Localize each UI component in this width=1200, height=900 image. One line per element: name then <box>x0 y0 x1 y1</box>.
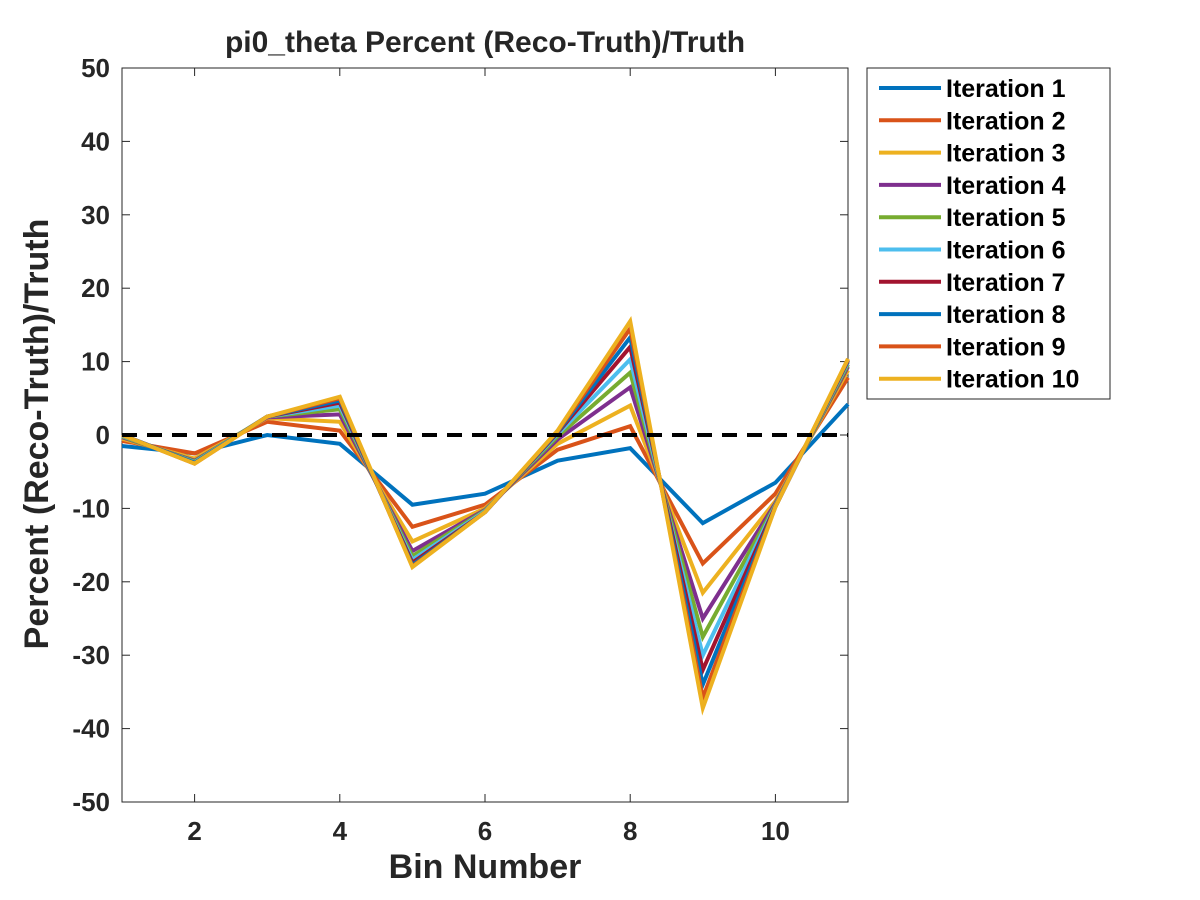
legend-label: Iteration 6 <box>946 237 1065 265</box>
plot-area: -50 -40 -30 -20 -10 0 10 20 30 40 50 2 4 6 8 10 <box>72 53 850 846</box>
y-tick-label: 40 <box>81 126 110 156</box>
x-tick-label: 10 <box>761 816 790 846</box>
y-tick-label: -10 <box>72 493 110 523</box>
legend-label: Iteration 9 <box>946 333 1065 361</box>
y-tick-label: 30 <box>81 200 110 230</box>
legend-label: Iteration 1 <box>946 75 1066 103</box>
y-tick-label: -50 <box>72 787 110 817</box>
y-tick-label: 50 <box>81 53 110 83</box>
legend-label: Iteration 2 <box>946 107 1065 135</box>
legend: Iteration 1 Iteration 2 Iteration 3 Iterati… <box>866 67 1111 400</box>
x-tick-label: 8 <box>623 816 637 846</box>
y-tick-label: -30 <box>72 640 110 670</box>
legend-label: Iteration 3 <box>946 140 1065 168</box>
legend-label: Iteration 8 <box>946 301 1066 329</box>
y-tick-label: -20 <box>72 567 110 597</box>
legend-label: Iteration 10 <box>946 366 1079 394</box>
y-tick-label: 10 <box>81 347 110 377</box>
y-tick-label: 20 <box>81 273 110 303</box>
legend-box <box>866 67 1111 400</box>
legend-label: Iteration 7 <box>946 269 1065 297</box>
x-tick-label: 6 <box>478 816 492 846</box>
x-axis-label: Bin Number <box>389 848 582 886</box>
x-tick-label: 4 <box>333 816 348 846</box>
legend-label: Iteration 5 <box>946 204 1066 232</box>
series-line-iteration-10 <box>121 315 850 716</box>
y-tick-label: -40 <box>72 714 110 744</box>
y-tick-label: 0 <box>96 420 110 450</box>
series-group <box>121 315 850 716</box>
chart-title: pi0_theta Percent (Reco-Truth)/Truth <box>225 26 745 59</box>
legend-label: Iteration 4 <box>946 172 1066 200</box>
series-line-iteration-1 <box>121 402 850 526</box>
x-tick-label: 2 <box>187 816 201 846</box>
y-axis-label: Percent (Reco-Truth)/Truth <box>18 219 56 650</box>
